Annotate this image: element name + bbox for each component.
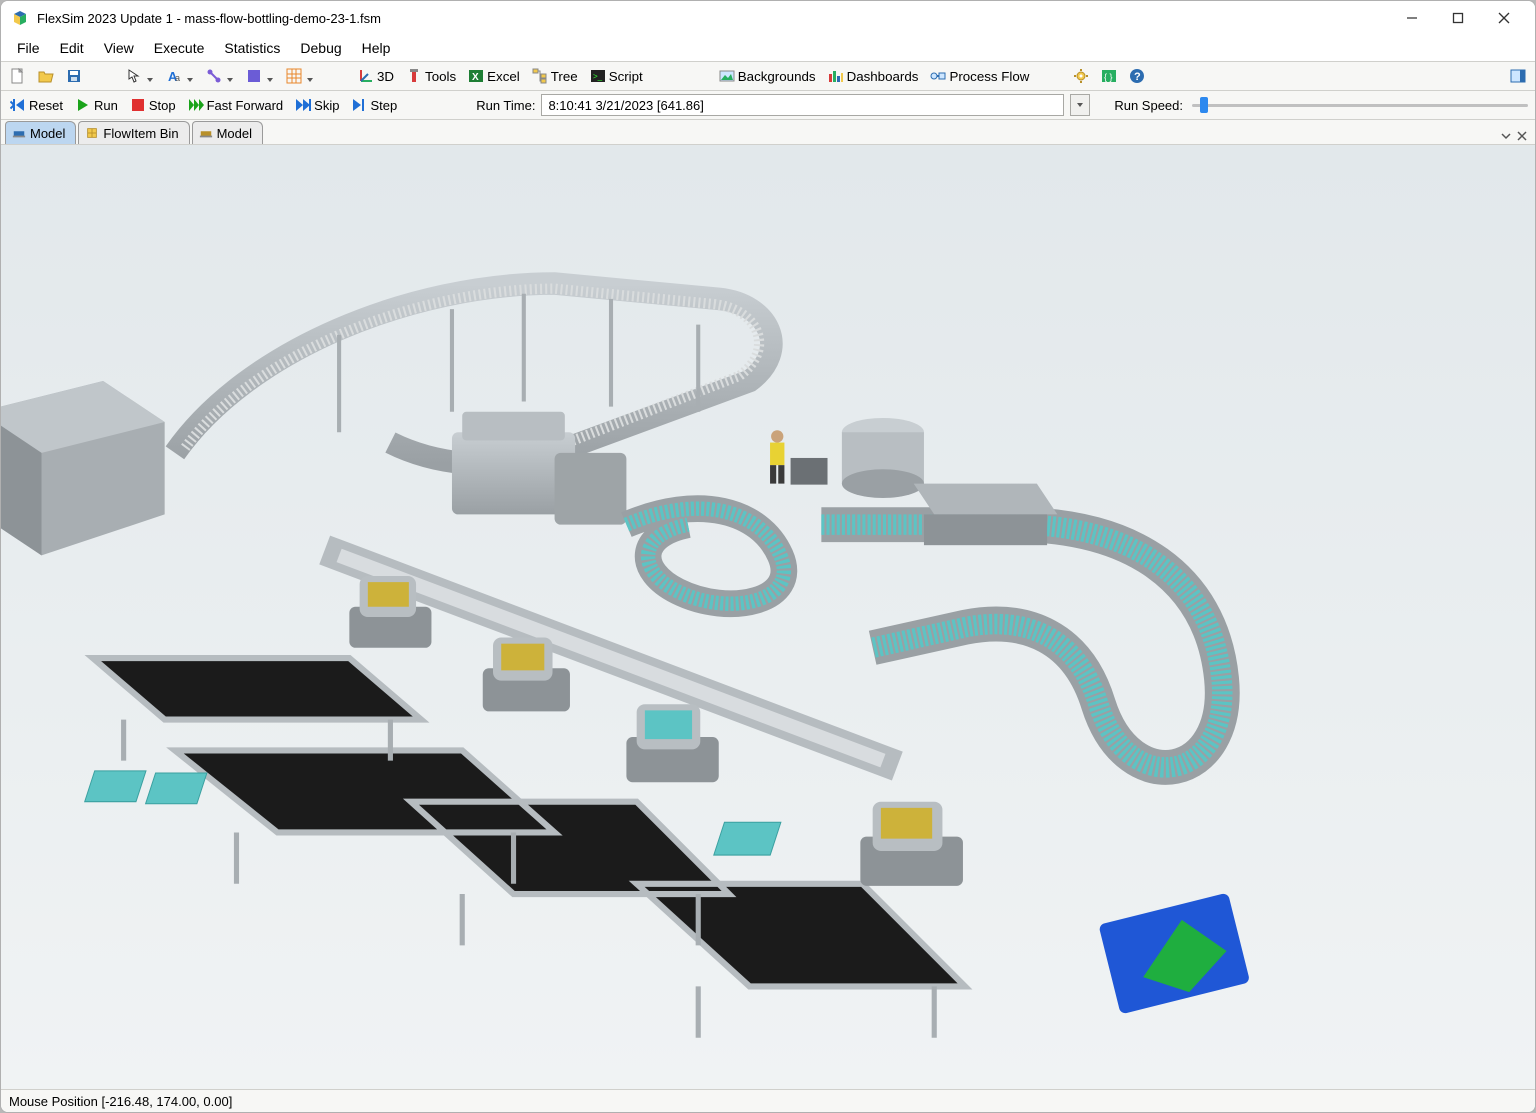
help-icon: ? xyxy=(1129,68,1145,84)
color-tool-button[interactable] xyxy=(241,65,279,87)
tools-button[interactable]: Tools xyxy=(401,65,461,87)
save-icon xyxy=(66,68,82,84)
close-button[interactable] xyxy=(1481,3,1527,33)
axes-icon xyxy=(358,68,374,84)
application-window: FlexSim 2023 Update 1 - mass-flow-bottli… xyxy=(0,0,1536,1113)
menubar: FileEditViewExecuteStatisticsDebugHelp xyxy=(1,35,1535,61)
modelbrown-icon xyxy=(199,126,213,140)
svg-text:>_: >_ xyxy=(593,72,603,81)
backgrounds-button[interactable]: Backgrounds xyxy=(714,65,821,87)
tab-model-1[interactable]: Model xyxy=(5,121,76,144)
run-button[interactable]: Run xyxy=(70,94,123,116)
step-button[interactable]: Step xyxy=(346,94,402,116)
svg-text:X: X xyxy=(472,72,479,83)
excel-button[interactable]: XExcel xyxy=(463,65,525,87)
arrow-icon xyxy=(126,68,142,84)
grid-tool-button[interactable] xyxy=(281,65,319,87)
grid-icon xyxy=(286,68,302,84)
tab-menu-dropdown[interactable] xyxy=(1501,129,1511,144)
svg-text:?: ? xyxy=(1134,71,1141,83)
3d-viewport[interactable] xyxy=(1,145,1535,1089)
color-icon xyxy=(246,68,262,84)
text-tool-button[interactable]: Aa xyxy=(161,65,199,87)
atext-icon: Aa xyxy=(166,68,182,84)
scene-illustration xyxy=(1,145,1535,1089)
excel-icon: X xyxy=(468,68,484,84)
connect-icon xyxy=(206,68,222,84)
capping-machine xyxy=(555,453,627,525)
document-tabs: ModelFlowItem BinModel xyxy=(1,120,1535,145)
mouse-position: Mouse Position [-216.48, 174.00, 0.00] xyxy=(9,1094,232,1109)
pflow-icon xyxy=(930,68,946,84)
arrow-tool-button[interactable] xyxy=(121,65,159,87)
open-file-button[interactable] xyxy=(33,65,59,87)
dash-icon xyxy=(828,68,844,84)
window-title: FlexSim 2023 Update 1 - mass-flow-bottli… xyxy=(37,11,1389,26)
titlebar: FlexSim 2023 Update 1 - mass-flow-bottli… xyxy=(1,1,1535,35)
statusbar: Mouse Position [-216.48, 174.00, 0.00] xyxy=(1,1089,1535,1112)
menu-execute[interactable]: Execute xyxy=(144,35,215,61)
code-button[interactable]: { } xyxy=(1096,65,1122,87)
code-icon: { } xyxy=(1101,68,1117,84)
runtime-display[interactable]: 8:10:41 3/21/2023 [641.86] xyxy=(541,94,1064,116)
minimize-button[interactable] xyxy=(1389,3,1435,33)
runtime-label: Run Time: xyxy=(476,98,535,113)
menu-debug[interactable]: Debug xyxy=(290,35,351,61)
tab-model-2[interactable]: Model xyxy=(192,121,263,144)
panel-icon xyxy=(1510,68,1526,84)
settings-button[interactable] xyxy=(1068,65,1094,87)
stop-button[interactable]: Stop xyxy=(125,94,181,116)
tab-close-icon[interactable] xyxy=(1517,129,1527,144)
new-file-button[interactable] xyxy=(5,65,31,87)
bg-icon xyxy=(719,68,735,84)
maximize-button[interactable] xyxy=(1435,3,1481,33)
runtime-dropdown[interactable] xyxy=(1070,94,1090,116)
modelblue-icon xyxy=(12,126,26,140)
menu-help[interactable]: Help xyxy=(352,35,401,61)
menu-edit[interactable]: Edit xyxy=(50,35,94,61)
help-button[interactable]: ? xyxy=(1124,65,1150,87)
flowitem-icon xyxy=(85,126,99,140)
tools-icon xyxy=(406,68,422,84)
3d-button[interactable]: 3D xyxy=(353,65,399,87)
dashboards-button[interactable]: Dashboards xyxy=(823,65,924,87)
tree-icon xyxy=(532,68,548,84)
open-icon xyxy=(38,68,54,84)
simulation-toolbar: Reset Run Stop Fast Forward Skip Step Ru… xyxy=(1,91,1535,120)
fast-forward-button[interactable]: Fast Forward xyxy=(183,94,289,116)
skip-button[interactable]: Skip xyxy=(290,94,344,116)
panel-button[interactable] xyxy=(1505,65,1531,87)
menu-view[interactable]: View xyxy=(94,35,144,61)
new-icon xyxy=(10,68,26,84)
menu-statistics[interactable]: Statistics xyxy=(214,35,290,61)
reset-button[interactable]: Reset xyxy=(5,94,68,116)
script-button[interactable]: >_Script xyxy=(585,65,648,87)
script-icon: >_ xyxy=(590,68,606,84)
svg-text:a: a xyxy=(175,73,180,83)
connect-tool-button[interactable] xyxy=(201,65,239,87)
case-packer-right xyxy=(914,484,1058,546)
app-icon xyxy=(11,9,29,27)
storage-tank xyxy=(842,418,924,498)
gear-icon xyxy=(1073,68,1089,84)
process-flow-button[interactable]: Process Flow xyxy=(925,65,1034,87)
save-file-button[interactable] xyxy=(61,65,87,87)
menu-file[interactable]: File xyxy=(7,35,50,61)
tree-button[interactable]: Tree xyxy=(527,65,583,87)
svg-text:{ }: { } xyxy=(1104,72,1113,82)
tab-flowitem-bin[interactable]: FlowItem Bin xyxy=(78,121,189,144)
run-speed-slider[interactable] xyxy=(1189,94,1531,116)
runspeed-label: Run Speed: xyxy=(1114,98,1183,113)
main-toolbar: Aa 3DToolsXExcelTree>_Script BackgroundsDa… xyxy=(1,61,1535,91)
